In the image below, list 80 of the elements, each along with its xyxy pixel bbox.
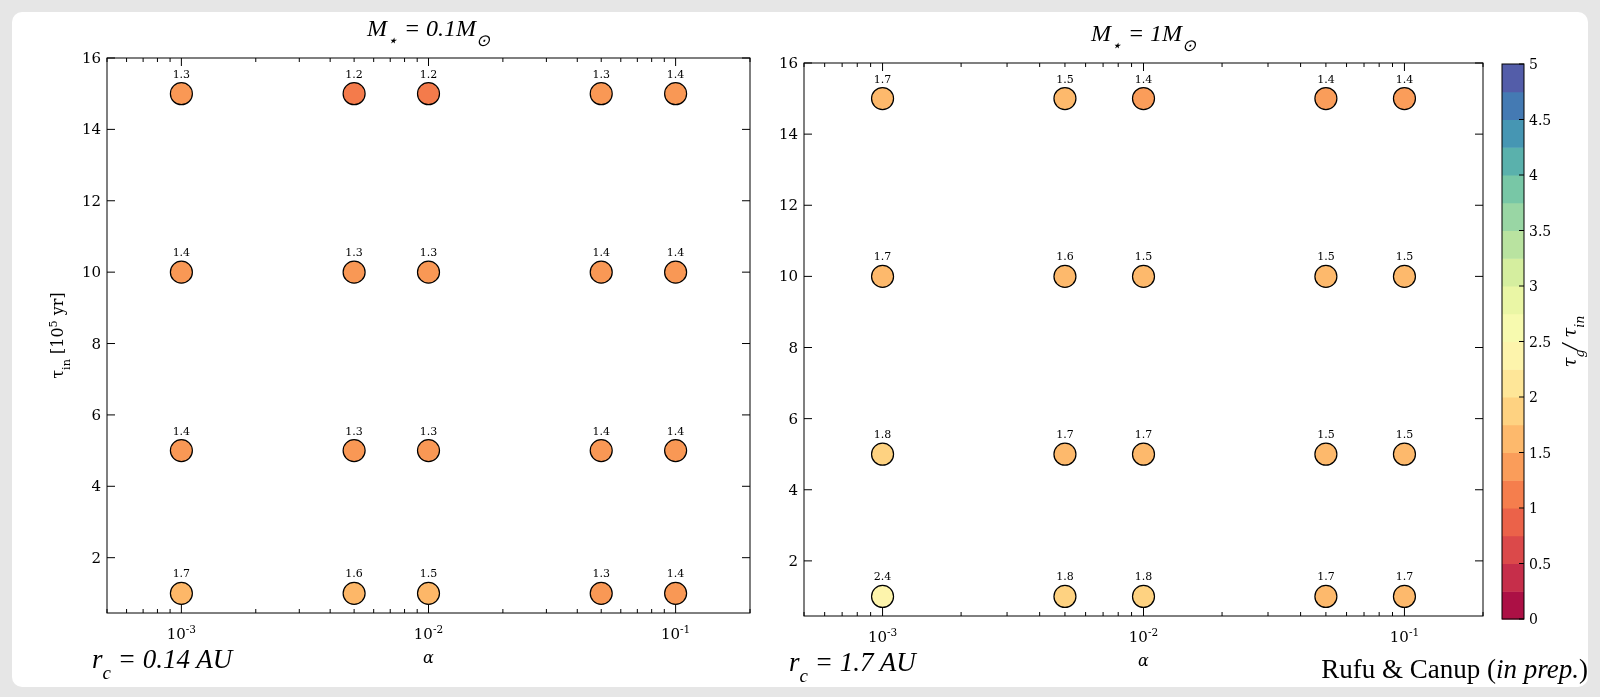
y-tick-label: 12 — [81, 191, 101, 210]
y-tick-label: 2 — [788, 551, 798, 570]
y-tick-label: 4 — [91, 477, 101, 496]
annotation: 1.3 — [419, 246, 438, 260]
y-tick-label: 16 — [778, 54, 798, 72]
annotation: 1.8 — [1056, 570, 1074, 584]
x-axis-title: α — [423, 648, 435, 667]
annotation: 1.4 — [666, 67, 685, 81]
annotation: 1.3 — [172, 67, 191, 81]
y-tick-label: 14 — [778, 125, 798, 144]
annotation: 1.7 — [1134, 428, 1153, 442]
annotation: 1.8 — [1134, 570, 1153, 584]
x-tick-label: 10$^{-2}$ — [1128, 626, 1159, 646]
text: Rufu & Canup (in prep.) — [1321, 654, 1588, 684]
annotation: 1.2 — [345, 67, 363, 81]
annotation: 1.4 — [1395, 72, 1414, 86]
annotation: 1.4 — [666, 424, 685, 438]
annotation: 1.4 — [592, 246, 610, 260]
annotation: 1.5 — [1395, 250, 1414, 264]
y-tick-label: 8 — [788, 338, 798, 357]
annotation: 1.5 — [1056, 72, 1074, 86]
y-tick-label: 8 — [91, 334, 101, 353]
x-tick-label: 10$^{-1}$ — [1389, 626, 1420, 646]
y-tick-label: 14 — [81, 120, 101, 139]
annotation: 1.7 — [1056, 428, 1074, 442]
annotation: 1.5 — [1395, 428, 1414, 442]
y-tick-label: 2 — [91, 548, 101, 567]
annotation: 1.3 — [592, 567, 610, 581]
annotation: 1.6 — [1056, 250, 1074, 264]
x-tick-label: 10$^{-1}$ — [660, 623, 691, 643]
color-bar-label: 5 — [1529, 56, 1538, 72]
annotation: 1.4 — [1134, 72, 1153, 86]
color-bar-label: 3.5 — [1529, 222, 1552, 239]
annotation: 1.5 — [1317, 250, 1335, 264]
color-bar-label: 0.5 — [1529, 555, 1552, 572]
x-axis-title: α — [1138, 651, 1150, 670]
annotation: 1.4 — [172, 424, 191, 438]
color-bar-label: 3 — [1529, 278, 1538, 294]
y-tick-label: 6 — [788, 409, 798, 428]
annotation: 1.5 — [1317, 428, 1335, 442]
annotation: 1.8 — [873, 428, 892, 442]
chart-title: M$_{⋆}$ = 1M$_{⊙}$ — [1089, 20, 1198, 55]
annotation: 1.3 — [345, 424, 363, 438]
annotation: 1.4 — [666, 567, 685, 581]
annotation: 1.2 — [419, 67, 438, 81]
annotation: 1.7 — [172, 567, 191, 581]
color-bar-label: 1.5 — [1529, 444, 1552, 461]
annotation: 1.7 — [873, 250, 892, 264]
annotation: 1.5 — [419, 567, 438, 581]
chart-title: M$_{⋆}$ = 0.1M$_{⊙}$ — [365, 15, 492, 50]
y-tick-label: 16 — [81, 49, 101, 67]
x-tick-label: 10$^{-2}$ — [413, 623, 444, 643]
text: r$_{c}$ = 0.14 AU — [92, 644, 234, 683]
text: r$_{c}$ = 1.7 AU — [789, 647, 918, 686]
annotation: 1.4 — [592, 424, 610, 438]
annotation: 1.3 — [345, 246, 363, 260]
y-tick-label: 6 — [91, 405, 101, 424]
annotation: 1.5 — [1134, 250, 1153, 264]
annotation: 1.3 — [592, 67, 610, 81]
annotation: 1.7 — [1395, 570, 1414, 584]
annotation: 1.4 — [666, 246, 685, 260]
annotation: 1.6 — [345, 567, 363, 581]
annotation: 1.3 — [419, 424, 438, 438]
y-tick-label: 10 — [81, 263, 101, 282]
color-bar-label: 4 — [1529, 167, 1538, 183]
annotation: 1.7 — [873, 72, 892, 86]
annotation: 1.7 — [1317, 570, 1335, 584]
color-bar-label: 4.5 — [1529, 111, 1552, 128]
annotation: 1.4 — [1317, 72, 1335, 86]
y-tick-label: 4 — [788, 480, 798, 499]
y-tick-label: 10 — [778, 267, 798, 286]
color-bar-label: 2 — [1529, 389, 1538, 405]
x-tick-label: 10$^{-3}$ — [867, 626, 898, 646]
color-bar-label: 2.5 — [1529, 333, 1552, 350]
x-tick-label: 10$^{-3}$ — [166, 623, 197, 643]
annotation: 1.4 — [172, 246, 191, 260]
color-bar-label: 1 — [1529, 500, 1538, 516]
y-tick-label: 12 — [778, 196, 798, 215]
annotation: 2.4 — [873, 570, 892, 584]
color-bar-label: 0 — [1529, 611, 1538, 627]
